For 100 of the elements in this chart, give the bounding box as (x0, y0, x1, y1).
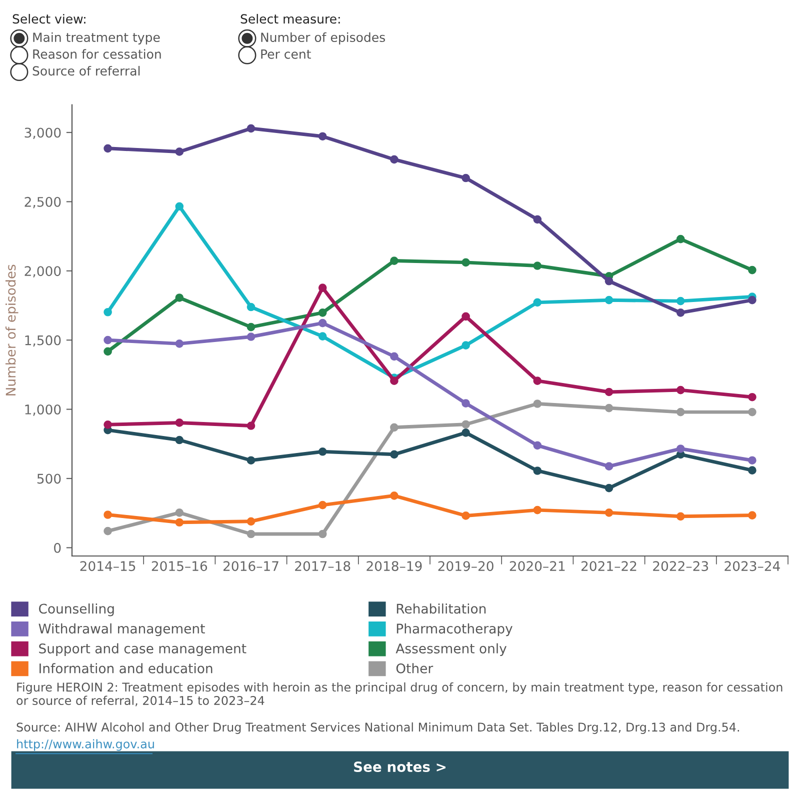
legend-label: Other (396, 663, 434, 674)
y-tick-label: 0 (54, 542, 61, 553)
point (390, 491, 398, 500)
point (462, 399, 470, 408)
x-tick-label: 2020–21 (510, 561, 565, 572)
point (462, 512, 470, 520)
point (104, 510, 112, 519)
point (318, 500, 327, 510)
point (604, 508, 614, 517)
point (676, 512, 685, 521)
point (318, 530, 327, 538)
text: See notes > (354, 762, 446, 772)
y-tick-label: 1,000 (25, 404, 61, 416)
y-tick-label: 3,000 (24, 128, 61, 140)
point (246, 530, 256, 538)
point (748, 466, 756, 474)
point (604, 462, 614, 470)
point (246, 422, 256, 430)
point (318, 132, 327, 141)
point (604, 388, 614, 396)
point (390, 352, 398, 361)
point (533, 262, 542, 270)
text: http://www.aihw.gov.au (17, 739, 154, 751)
point (604, 296, 614, 304)
point (462, 428, 470, 437)
y-tick-label: 1,500 (25, 335, 61, 347)
x-tick-label: 2015–16 (152, 561, 208, 572)
point (104, 336, 112, 344)
point (390, 155, 398, 164)
text: Reason for cessation (33, 49, 161, 59)
y-tick-label: 2,500 (24, 196, 61, 208)
point (533, 466, 542, 475)
point (104, 347, 112, 356)
point (246, 517, 256, 526)
point (175, 202, 184, 211)
text: Per cent (261, 50, 311, 59)
legend-label: Rehabilitation (396, 603, 486, 614)
point (462, 174, 470, 182)
source-note: Source: AIHW Alcohol and Other Drug Treatment Services National Minimum Data Set. Tables Drg.12, Drg.13 and Drg.54. (16, 722, 739, 734)
point (676, 444, 685, 453)
point (318, 318, 327, 328)
point (246, 322, 256, 332)
point (462, 420, 470, 429)
point (104, 526, 112, 536)
source-note: Source of referral (32, 66, 140, 76)
point (533, 376, 542, 385)
point (318, 284, 327, 292)
point (462, 341, 470, 350)
text: Figure HEROIN 2: Treatment episodes with heroin as the principal drug of concern, by main treatment type, reason for cessation or source of referral, 2014–15 to 2023–24 (16, 682, 782, 706)
text: Main treatment type (33, 32, 160, 44)
point (676, 234, 685, 244)
x-tick-label: 2017–18 (295, 561, 350, 572)
point (676, 296, 685, 306)
x-tick-label: 2022–23 (653, 561, 708, 572)
point (175, 418, 184, 427)
point (175, 340, 184, 348)
point (175, 148, 184, 156)
point (390, 376, 398, 385)
point (462, 258, 470, 267)
legend-label: Pharmacotherapy (396, 623, 512, 636)
point (533, 298, 542, 307)
point (104, 308, 112, 316)
x-tick-label: 2021–22 (581, 561, 636, 572)
point (676, 308, 685, 317)
point (390, 256, 398, 265)
y-axis-title: Number of episodes (5, 264, 18, 396)
text: Select view: (12, 14, 86, 24)
point (748, 511, 756, 520)
text: Number of episodes (261, 32, 385, 44)
point (748, 296, 756, 304)
text: Select measure: (240, 14, 340, 24)
point (318, 332, 327, 341)
x-tick-label: 2018–19 (366, 561, 422, 572)
legend-label: Withdrawal management (38, 623, 205, 636)
point (246, 124, 256, 133)
x-tick-label: 2016–17 (223, 561, 278, 572)
point (533, 441, 542, 450)
legend-label: Information and education (40, 663, 212, 674)
y-tick-label: 2,000 (24, 266, 61, 278)
point (104, 144, 112, 153)
point (175, 518, 184, 527)
point (676, 408, 685, 416)
x-tick-label: 2019–20 (438, 561, 494, 572)
point (748, 392, 756, 402)
point (175, 436, 184, 444)
point (462, 312, 470, 321)
x-tick-label: 2014–15 (80, 561, 136, 572)
point (533, 215, 542, 224)
point (390, 450, 398, 459)
point (604, 404, 614, 412)
point (246, 456, 256, 465)
point (175, 508, 184, 517)
legend-label: Assessment only (396, 643, 507, 656)
point (676, 386, 685, 394)
x-tick-label: 2023–24 (724, 561, 780, 572)
point (318, 308, 327, 317)
point (175, 294, 184, 302)
point (533, 400, 542, 408)
point (104, 420, 112, 429)
y-tick-label: 500 (37, 474, 61, 484)
